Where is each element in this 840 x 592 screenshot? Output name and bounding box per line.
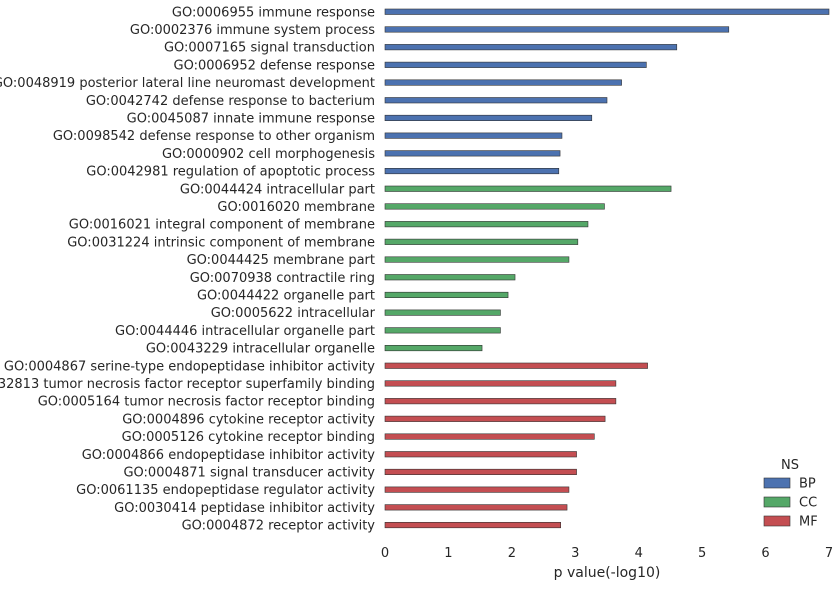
category-label-5: GO:0048919 posterior lateral line neurom… bbox=[0, 76, 375, 91]
x-tick-label-1: 1 bbox=[444, 546, 452, 561]
category-label-29: GO:0030414 peptidase inhibitor activity bbox=[114, 501, 375, 516]
bar-3 bbox=[384, 44, 678, 51]
category-label-22: GO:0032813 tumor necrosis factor recepto… bbox=[0, 377, 375, 392]
legend-swatch-cc bbox=[763, 496, 791, 508]
category-label-3: GO:0007165 signal transduction bbox=[164, 41, 375, 56]
bar-6 bbox=[384, 97, 608, 104]
x-tick-label-0: 0 bbox=[381, 546, 389, 561]
category-label-2: GO:0002376 immune system process bbox=[130, 23, 375, 38]
bar-13 bbox=[384, 221, 589, 228]
bar-15 bbox=[384, 256, 570, 263]
bar-29 bbox=[384, 504, 568, 511]
bar-5 bbox=[384, 79, 622, 86]
x-tick-label-3: 3 bbox=[571, 546, 579, 561]
legend-swatch-bp bbox=[763, 477, 791, 489]
legend-label-cc: CC bbox=[799, 496, 817, 511]
x-axis-title: p value(-log10) bbox=[554, 565, 661, 581]
x-tick-label-4: 4 bbox=[635, 546, 643, 561]
bar-2 bbox=[384, 26, 730, 33]
category-label-18: GO:0005622 intracellular bbox=[211, 306, 376, 321]
bar-1 bbox=[384, 8, 830, 15]
category-label-26: GO:0004866 endopeptidase inhibitor activ… bbox=[82, 448, 376, 463]
category-label-21: GO:0004867 serine-type endopeptidase inh… bbox=[4, 359, 375, 374]
legend-label-bp: BP bbox=[799, 477, 816, 492]
bar-20 bbox=[384, 344, 483, 352]
category-label-12: GO:0016020 membrane bbox=[217, 200, 375, 215]
category-label-13: GO:0016021 integral component of membran… bbox=[69, 218, 375, 233]
category-label-25: GO:0005126 cytokine receptor binding bbox=[122, 430, 375, 445]
x-axis-ticks: 0 1 2 3 4 5 6 7 bbox=[381, 546, 833, 561]
bar-25 bbox=[384, 433, 595, 440]
bar-11 bbox=[384, 185, 672, 192]
bar-30 bbox=[384, 521, 561, 529]
category-label-20: GO:0043229 intracellular organelle bbox=[146, 342, 375, 357]
x-tick-label-2: 2 bbox=[508, 546, 516, 561]
bar-16 bbox=[384, 274, 516, 281]
category-label-19: GO:0044446 intracellular organelle part bbox=[115, 324, 375, 339]
legend-title: NS bbox=[781, 458, 799, 473]
category-label-17: GO:0044422 organelle part bbox=[197, 288, 375, 303]
legend-swatch-mf bbox=[763, 515, 791, 527]
category-label-4: GO:0006952 defense response bbox=[174, 58, 376, 73]
bar-23 bbox=[384, 398, 617, 405]
x-tick-label-6: 6 bbox=[761, 546, 769, 561]
x-tick-label-5: 5 bbox=[698, 546, 706, 561]
category-label-10: GO:0042981 regulation of apoptotic proce… bbox=[86, 165, 375, 180]
category-label-9: GO:0000902 cell morphogenesis bbox=[162, 147, 375, 162]
category-label-1: GO:0006955 immune response bbox=[172, 5, 375, 20]
bar-18 bbox=[384, 309, 501, 316]
x-tick-label-7: 7 bbox=[825, 546, 833, 561]
category-label-30: GO:0004872 receptor activity bbox=[182, 519, 376, 534]
legend: NS BP CC MF bbox=[763, 458, 818, 530]
category-label-27: GO:0004871 signal transducer activity bbox=[123, 465, 375, 480]
bars-layer bbox=[384, 8, 830, 529]
category-label-14: GO:0031224 intrinsic component of membra… bbox=[67, 235, 375, 250]
category-label-24: GO:0004896 cytokine receptor activity bbox=[122, 412, 375, 427]
bar-8 bbox=[384, 132, 563, 139]
bar-9 bbox=[384, 150, 561, 157]
bar-28 bbox=[384, 486, 570, 493]
category-label-16: GO:0070938 contractile ring bbox=[190, 271, 375, 286]
bar-19 bbox=[384, 327, 501, 334]
bar-4 bbox=[384, 61, 647, 68]
bar-27 bbox=[384, 468, 577, 476]
bar-26 bbox=[384, 451, 577, 458]
category-label-8: GO:0098542 defense response to other org… bbox=[53, 129, 375, 144]
legend-label-mf: MF bbox=[799, 515, 818, 530]
bar-21 bbox=[384, 362, 648, 369]
category-label-6: GO:0042742 defense response to bacterium bbox=[86, 94, 375, 109]
bar-24 bbox=[384, 415, 606, 422]
bar-7 bbox=[384, 114, 593, 121]
category-label-28: GO:0061135 endopeptidase regulator activ… bbox=[76, 483, 375, 498]
bar-10 bbox=[384, 168, 560, 175]
bar-14 bbox=[384, 238, 579, 245]
bar-12 bbox=[384, 203, 605, 210]
category-labels: GO:0006955 immune response GO:0002376 imm… bbox=[0, 5, 376, 533]
category-label-15: GO:0044425 membrane part bbox=[187, 253, 375, 268]
bar-22 bbox=[384, 380, 617, 387]
bar-17 bbox=[384, 291, 509, 299]
category-label-11: GO:0044424 intracellular part bbox=[180, 182, 375, 197]
category-label-23: GO:0005164 tumor necrosis factor recepto… bbox=[38, 395, 375, 410]
category-label-7: GO:0045087 innate immune response bbox=[127, 111, 375, 126]
